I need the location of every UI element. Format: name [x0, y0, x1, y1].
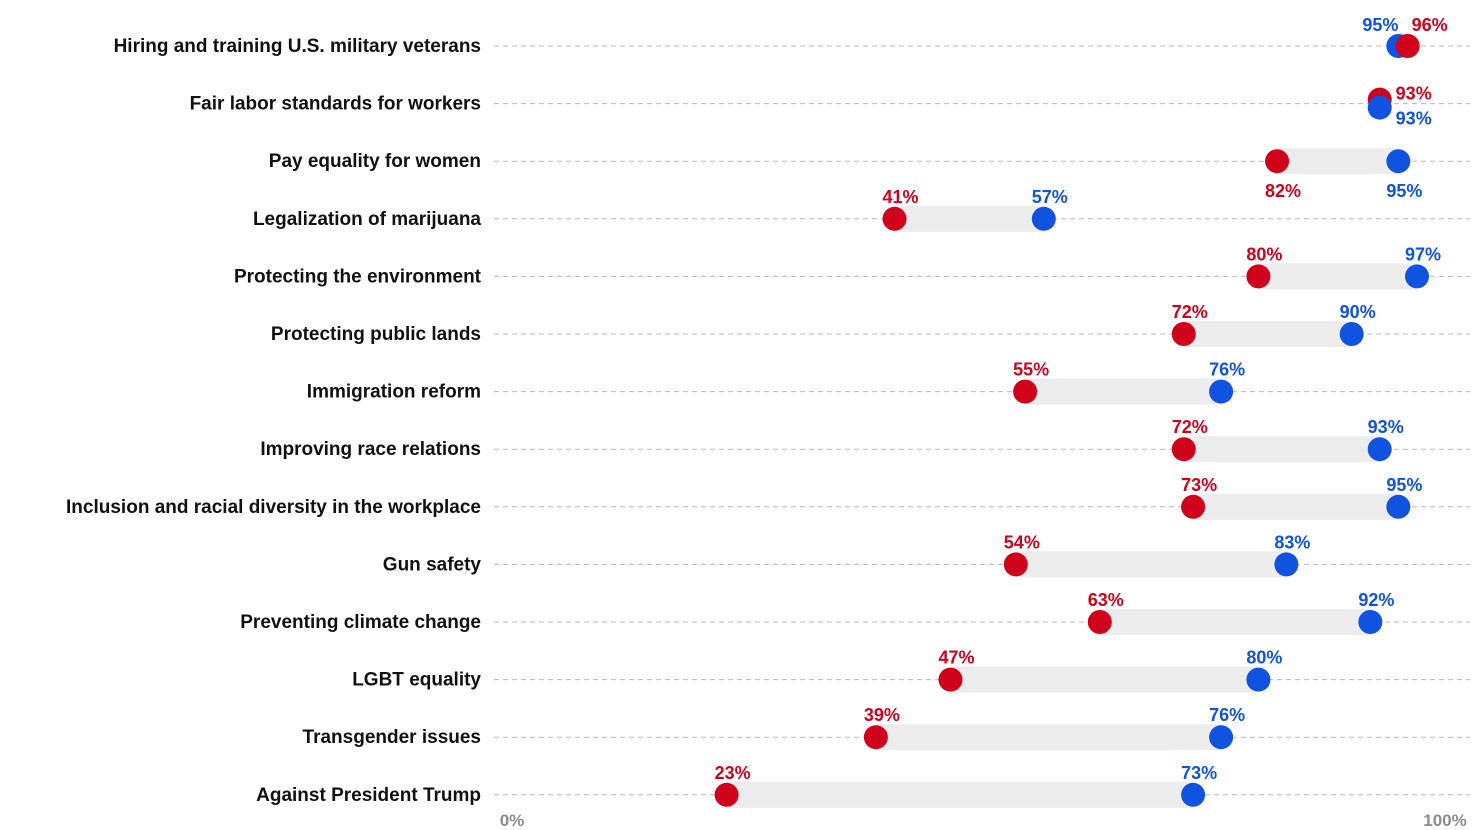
red-value-label: 93%: [1396, 84, 1432, 104]
range-bar: [894, 205, 1044, 232]
blue-point: [1386, 149, 1411, 174]
red-value-label: 82%: [1265, 181, 1301, 201]
red-value-label: 23%: [715, 763, 751, 783]
range-bars: [726, 33, 1418, 808]
range-bar: [1183, 436, 1380, 463]
category-label: Gun safety: [383, 554, 482, 575]
range-bar: [1015, 551, 1287, 578]
red-point: [1171, 437, 1196, 462]
blue-value-label: 76%: [1209, 705, 1245, 725]
blue-value-label: 95%: [1386, 475, 1422, 495]
category-label: Inclusion and racial diversity in the wo…: [66, 497, 481, 518]
blue-point: [1209, 725, 1234, 750]
category-label: Improving race relations: [260, 439, 481, 460]
x-tick-label-100: 100%: [1423, 811, 1466, 830]
range-bar: [1183, 321, 1352, 347]
range-bar: [950, 666, 1259, 693]
range-bar: [1277, 148, 1399, 175]
range-bar: [726, 781, 1194, 808]
category-label: Against President Trump: [256, 785, 481, 806]
red-value-label: 55%: [1013, 360, 1049, 380]
red-point: [863, 725, 888, 750]
blue-point: [1274, 552, 1299, 577]
blue-value-label: 90%: [1340, 302, 1376, 322]
blue-value-label: 95%: [1362, 15, 1398, 35]
blue-value-label: 83%: [1274, 532, 1310, 552]
range-bar: [875, 724, 1222, 751]
blue-point: [1367, 437, 1392, 462]
blue-value-label: 80%: [1246, 648, 1282, 668]
red-point: [1246, 264, 1271, 289]
blue-value-label: 76%: [1209, 360, 1245, 380]
red-value-label: 54%: [1004, 532, 1040, 552]
blue-value-label: 97%: [1405, 244, 1441, 264]
category-label: Hiring and training U.S. military vetera…: [114, 36, 481, 57]
red-value-label: 72%: [1172, 302, 1208, 322]
blue-value-label: 73%: [1181, 763, 1217, 783]
red-point: [1181, 494, 1206, 519]
blue-point: [1339, 322, 1364, 346]
blue-point: [1367, 95, 1392, 120]
blue-point: [1405, 264, 1430, 289]
range-bar: [1258, 263, 1418, 290]
range-bar: [1025, 378, 1222, 405]
category-label: Fair labor standards for workers: [190, 94, 481, 115]
blue-point: [1246, 667, 1271, 692]
category-label: Preventing climate change: [240, 612, 481, 633]
red-point: [1171, 322, 1196, 346]
category-label: Immigration reform: [307, 382, 481, 403]
red-point: [1395, 34, 1420, 58]
red-point: [1265, 149, 1290, 174]
blue-point: [1358, 610, 1383, 634]
red-value-label: 96%: [1412, 15, 1448, 35]
range-bar: [1193, 493, 1399, 520]
red-point: [714, 782, 739, 807]
red-value-label: 47%: [938, 648, 974, 668]
red-value-label: 41%: [883, 187, 919, 207]
blue-value-label: 92%: [1358, 590, 1394, 610]
range-bar: [1099, 609, 1371, 635]
category-label: Pay equality for women: [269, 151, 481, 172]
category-label: Legalization of marijuana: [253, 209, 481, 230]
category-label: LGBT equality: [352, 670, 481, 691]
data-points: [714, 34, 1430, 807]
blue-value-label: 95%: [1386, 181, 1422, 201]
category-label: Protecting public lands: [271, 324, 481, 345]
red-point: [938, 667, 963, 692]
blue-value-label: 57%: [1032, 187, 1068, 207]
red-value-label: 80%: [1246, 244, 1282, 264]
red-value-label: 72%: [1172, 417, 1208, 437]
blue-point: [1386, 494, 1411, 519]
labels: Hiring and training U.S. military vetera…: [66, 15, 1448, 806]
blue-point: [1181, 782, 1206, 807]
x-tick-label-0: 0%: [500, 811, 525, 830]
category-label: Protecting the environment: [234, 266, 482, 287]
blue-value-label: 93%: [1396, 109, 1432, 129]
red-value-label: 73%: [1181, 475, 1217, 495]
red-point: [882, 206, 907, 231]
red-point: [1087, 610, 1112, 634]
red-value-label: 39%: [864, 705, 900, 725]
blue-point: [1031, 206, 1056, 231]
red-value-label: 63%: [1088, 590, 1124, 610]
blue-value-label: 93%: [1368, 417, 1404, 437]
category-label: Transgender issues: [303, 727, 481, 748]
red-point: [1003, 552, 1028, 577]
red-point: [1013, 379, 1038, 404]
blue-point: [1209, 379, 1234, 404]
